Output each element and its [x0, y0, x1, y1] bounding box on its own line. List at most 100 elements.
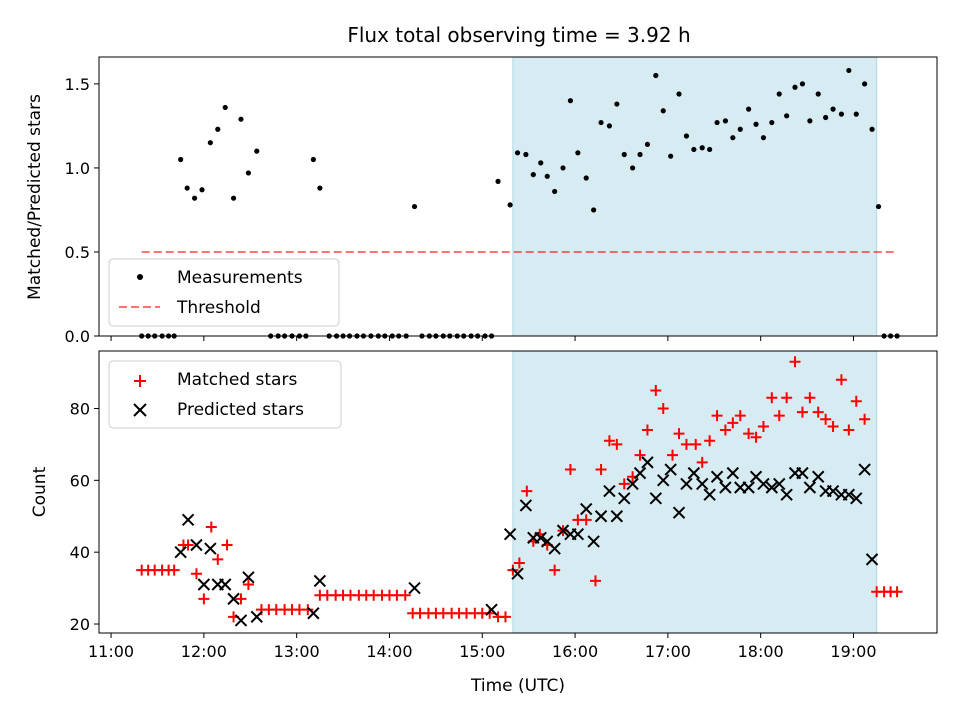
measurement-point: [753, 121, 759, 127]
ratio-y-tick-label: 0.5: [65, 243, 90, 262]
ratio-legend: Measurements Threshold: [108, 258, 340, 327]
measurement-point: [644, 141, 651, 147]
predicted-star-point: [633, 466, 647, 480]
ratio-y-axis: 0.0 0.5 1.0 1.5: [65, 75, 99, 346]
matched-star-point: [650, 385, 662, 397]
predicted-star-point: [649, 492, 663, 505]
matched-star-point: [564, 464, 576, 476]
matched-star-point: [804, 392, 816, 404]
matched-star-point: [812, 406, 824, 418]
matched-star-point: [727, 417, 739, 429]
count-y-tick-label: 40: [70, 543, 90, 562]
predicted-star-point: [719, 481, 732, 494]
measurement-point: [583, 175, 589, 181]
ratio-legend-box: [108, 258, 340, 327]
predicted-star-point: [408, 581, 421, 595]
predicted-star-point: [664, 463, 677, 476]
matched-star-point: [603, 435, 615, 447]
predicted-star-point: [603, 484, 616, 498]
legend-matched-marker: [134, 375, 146, 387]
predicted-star-point: [858, 463, 871, 476]
matched-star-point: [781, 392, 793, 404]
measurement-point: [830, 106, 836, 112]
matched-star-point: [549, 564, 561, 576]
matched-star-point: [399, 589, 411, 601]
predicted-star-point: [710, 470, 724, 483]
measurement-point: [799, 81, 806, 87]
matched-star-point: [302, 604, 314, 616]
measurement-point: [853, 111, 859, 117]
ratio-x-ticks: [110, 336, 854, 341]
count-y-tick-label: 60: [70, 471, 90, 490]
measurement-point: [614, 101, 620, 107]
measurement-point: [523, 151, 529, 158]
matched-star-point: [182, 539, 194, 551]
matched-star-point: [499, 611, 511, 623]
legend-predicted-label: Predicted stars: [177, 400, 304, 420]
chart-title: Flux total observing time = 3.92 h: [347, 23, 690, 47]
matched-star-point: [859, 413, 871, 425]
predicted-star-point: [618, 492, 631, 505]
predicted-star-point: [742, 481, 755, 494]
matched-star-point: [773, 410, 785, 422]
predicted-star-point: [548, 542, 561, 555]
matched-star-point: [611, 438, 623, 450]
measurement-point: [310, 156, 316, 163]
observing-window-shade-bottom: [512, 350, 878, 634]
predicted-star-point: [842, 488, 856, 501]
predicted-star-point: [219, 578, 232, 591]
measurement-point: [769, 119, 775, 126]
matched-star-point: [513, 557, 525, 569]
legend-predicted-marker: [133, 403, 147, 417]
count-marks: [136, 356, 903, 627]
count-x-tick-label: 13:00: [274, 642, 320, 661]
measurement-point: [683, 133, 690, 139]
measurement-point: [668, 153, 674, 159]
count-x-tick-label: 18:00: [738, 642, 784, 661]
measurement-point: [776, 91, 782, 97]
count-legend: Matched stars Predicted stars: [108, 360, 342, 429]
measurement-point: [691, 146, 697, 153]
predicted-star-point: [726, 466, 740, 480]
count-plot-frame: [98, 350, 938, 634]
predicted-star-point: [556, 524, 570, 537]
count-x-tick-label: 14:00: [366, 642, 412, 661]
measurement-point: [538, 160, 544, 166]
predicted-star-point: [485, 603, 498, 616]
predicted-star-point: [174, 545, 187, 559]
matched-star-point: [190, 568, 202, 580]
matched-star-point: [657, 402, 669, 414]
measurement-point: [222, 104, 228, 111]
matched-star-point: [789, 356, 801, 368]
measurement-point: [760, 135, 767, 141]
count-y-tick-label: 20: [70, 615, 90, 634]
predicted-star-point: [773, 477, 786, 491]
predicted-star-point: [757, 477, 770, 491]
measurement-point: [630, 165, 636, 171]
count-x-tick-label: 12:00: [181, 642, 227, 661]
predicted-star-point: [197, 578, 211, 591]
measurement-point: [184, 185, 190, 191]
measurement-point: [238, 116, 244, 122]
measurement-point: [495, 178, 501, 184]
ratio-y-tick-label: 1.5: [65, 75, 90, 94]
matched-star-point: [690, 438, 702, 450]
predicted-star-point: [865, 553, 879, 566]
measurement-point: [699, 145, 705, 151]
predicted-star-point: [594, 510, 608, 523]
matched-star-point: [221, 539, 233, 551]
predicted-star-point: [503, 528, 517, 541]
matched-star-point: [205, 521, 217, 533]
matched-star-point: [580, 514, 592, 526]
matched-star-point: [820, 413, 832, 425]
measurement-point: [737, 126, 743, 132]
measurement-point: [730, 135, 736, 141]
count-x-axis: 11:00 12:00 13:00 14:00 15:00 16:00 17:00 18:00…: [88, 633, 877, 661]
predicted-star-point: [190, 538, 203, 552]
predicted-star-point: [250, 610, 263, 624]
matched-star-point: [719, 424, 731, 436]
matched-star-point: [696, 456, 708, 468]
measurement-point: [591, 207, 597, 213]
predicted-star-point: [610, 510, 624, 523]
legend-threshold-label: Threshold: [176, 298, 261, 318]
